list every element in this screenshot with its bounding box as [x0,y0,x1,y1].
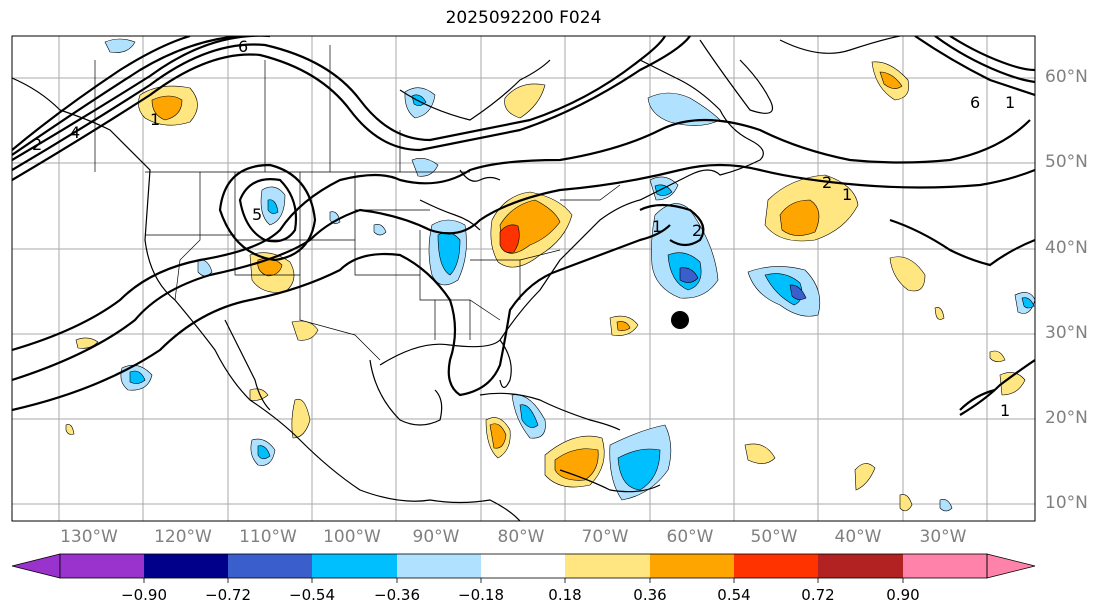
map-title: 2025092200 F024 [445,8,602,28]
contour-label: 2 [822,173,832,192]
contour-label: 4 [70,123,80,142]
colorbar-tick-label: 0.54 [717,586,751,604]
lat-label: 60°N [1045,67,1088,87]
lon-label: 120°W [154,527,212,547]
colorbar [11,553,1036,583]
colorbar-tick-label: −0.18 [458,586,504,604]
colorbar-extend-high [986,553,1036,579]
storm-marker [671,311,689,329]
colorbar-tick-label: 0.72 [801,586,835,604]
contour-label: 1 [1005,93,1015,112]
contour-labels: 6 4 1 2 1 2 6 1 1 1 2 5 [32,37,1015,420]
lon-label: 130°W [60,527,118,547]
colorbar-tick-label: 0.36 [633,586,667,604]
contour-label: 6 [970,93,980,112]
contour-label: 2 [692,221,702,240]
lon-label: 70°W [581,527,629,547]
lon-label: 30°W [919,527,967,547]
lat-label: 30°N [1045,323,1088,343]
lon-label: 110°W [239,527,297,547]
lon-label: 50°W [750,527,798,547]
contour-label: 5 [252,205,262,224]
lon-label: 40°W [834,527,882,547]
anomaly-fills [65,38,1035,512]
contour-label: 6 [238,37,248,56]
map-frame [11,35,1036,522]
lon-label: 90°W [412,527,460,547]
colorbar-tick-label: −0.72 [205,586,251,604]
contour-label: 1 [1000,401,1010,420]
contour-label: 1 [150,110,160,129]
height-contours [12,36,1035,416]
colorbar-tick-label: −0.90 [121,586,167,604]
colorbar-extend-low [11,553,61,579]
contour-label: 1 [652,217,662,236]
lon-label: 100°W [323,527,381,547]
contour-label: 1 [842,185,852,204]
lat-label: 10°N [1045,493,1088,513]
contour-label: 2 [32,135,42,154]
colorbar-tick-label: −0.54 [289,586,335,604]
colorbar-tick-label: 0.18 [548,586,582,604]
lat-label: 40°N [1045,238,1088,258]
lat-label: 50°N [1045,152,1088,172]
political-borders [94,45,621,361]
colorbar-tick-label: 0.90 [886,586,920,604]
lon-label: 80°W [497,527,545,547]
lat-label: 20°N [1045,408,1088,428]
graticule [12,36,1035,521]
colorbar-tick-label: −0.36 [374,586,420,604]
lon-label: 60°W [666,527,714,547]
